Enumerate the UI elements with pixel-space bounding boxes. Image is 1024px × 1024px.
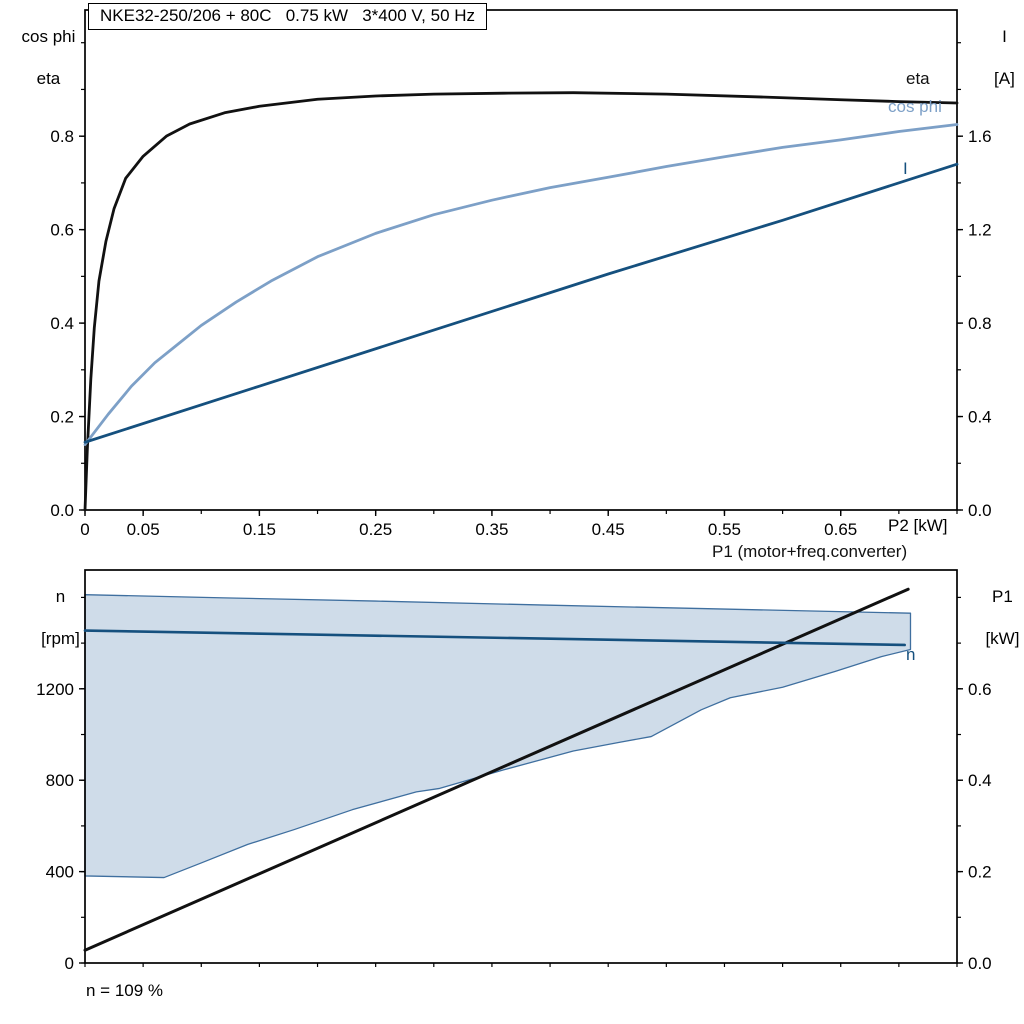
svg-text:0.0: 0.0 <box>968 501 992 520</box>
svg-text:0.4: 0.4 <box>968 771 992 790</box>
svg-text:0.6: 0.6 <box>968 680 992 699</box>
top-right-axis-title-line2: [A] <box>994 69 1015 88</box>
svg-text:0.45: 0.45 <box>592 520 625 539</box>
svg-text:0.25: 0.25 <box>359 520 392 539</box>
top-x-axis-title: P2 [kW] <box>888 516 948 535</box>
bottom-right-axis-title-line1: P1 <box>992 587 1013 606</box>
svg-text:0.0: 0.0 <box>968 954 992 973</box>
svg-text:0.8: 0.8 <box>968 314 992 333</box>
eta-curve-label: eta <box>906 69 930 88</box>
chart-title-box: NKE32-250/206 + 80C 0.75 kW 3*400 V, 50 … <box>88 3 488 30</box>
p1-curve-label: P1 (motor+freq.converter) <box>712 542 908 561</box>
svg-text:0.2: 0.2 <box>968 863 992 882</box>
svg-text:400: 400 <box>46 863 74 882</box>
bottom-left-axis-title-line1: n <box>55 587 66 606</box>
bottom-left-axis-title-line2: [rpm] <box>41 629 80 648</box>
svg-text:0.4: 0.4 <box>50 314 74 333</box>
speed-percent-note: n = 109 % <box>86 981 164 1000</box>
svg-text:0.4: 0.4 <box>968 408 992 427</box>
svg-text:0: 0 <box>80 520 89 539</box>
bottom-left-axis-title: n [rpm] <box>16 565 86 670</box>
svg-text:0: 0 <box>65 954 74 973</box>
top-right-axis-title: I [A] <box>970 5 1020 110</box>
svg-text:1.6: 1.6 <box>968 127 992 146</box>
svg-text:1.2: 1.2 <box>968 221 992 240</box>
svg-text:0.55: 0.55 <box>708 520 741 539</box>
current-curve-label: I <box>903 159 908 178</box>
svg-text:0.35: 0.35 <box>475 520 508 539</box>
svg-text:800: 800 <box>46 771 74 790</box>
top-right-axis-title-line1: I <box>1002 27 1007 46</box>
speed-curve-label: n <box>906 645 916 664</box>
svg-text:0.15: 0.15 <box>243 520 276 539</box>
svg-text:0.6: 0.6 <box>50 221 74 240</box>
top-left-axis-title-line2: eta <box>36 69 61 88</box>
svg-text:0.0: 0.0 <box>50 501 74 520</box>
svg-text:0.65: 0.65 <box>824 520 857 539</box>
svg-text:0.05: 0.05 <box>127 520 160 539</box>
cos-phi-curve-label: cos phi <box>888 97 942 116</box>
svg-text:0.2: 0.2 <box>50 408 74 427</box>
svg-text:0.8: 0.8 <box>50 127 74 146</box>
top-left-axis-title-line1: cos phi <box>21 27 76 46</box>
bottom-right-axis-title-line2: [kW] <box>985 629 1020 648</box>
bottom-right-axis-title: P1 [kW] <box>964 565 1022 670</box>
svg-text:1200: 1200 <box>36 680 74 699</box>
top-left-axis-title: cos phi eta <box>2 5 76 110</box>
